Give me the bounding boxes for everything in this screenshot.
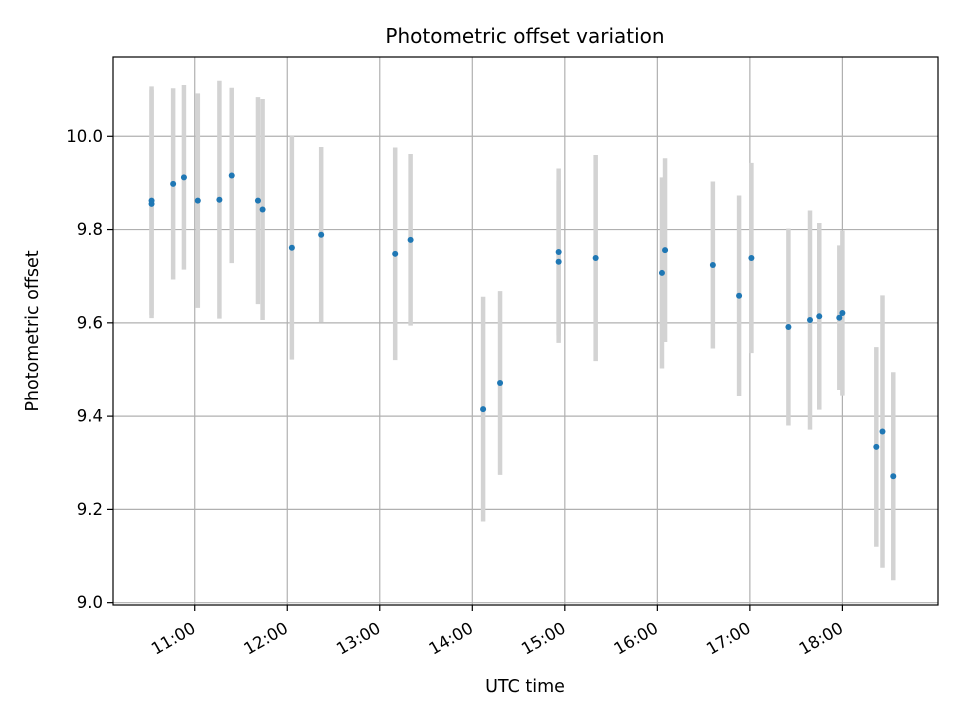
- data-point: [873, 443, 880, 450]
- data-point: [879, 428, 886, 435]
- data-point: [480, 406, 487, 413]
- data-point: [170, 180, 177, 187]
- x-axis-label: UTC time: [485, 677, 565, 697]
- grid-lines: [113, 57, 938, 605]
- y-tick-label: 10.0: [66, 127, 103, 146]
- y-tick-label: 9.8: [77, 220, 103, 239]
- data-point: [148, 200, 155, 207]
- data-point: [194, 197, 201, 204]
- y-tick-label: 9.2: [77, 500, 103, 519]
- data-points: [148, 172, 897, 480]
- y-tick-label: 9.4: [77, 407, 103, 426]
- chart-title: Photometric offset variation: [385, 24, 664, 48]
- data-point: [180, 174, 187, 181]
- data-point: [890, 473, 897, 480]
- data-point: [216, 196, 223, 203]
- y-axis-label: Photometric offset: [23, 250, 43, 411]
- data-point: [592, 255, 599, 262]
- y-axis-ticks: 9.0 9.2 9.4 9.6 9.8 10.0: [66, 127, 113, 612]
- data-point: [709, 262, 716, 269]
- data-point: [228, 172, 235, 179]
- data-point: [816, 313, 823, 320]
- data-point: [254, 197, 261, 204]
- data-point: [555, 258, 562, 265]
- data-point: [839, 310, 846, 317]
- y-tick-label: 9.6: [77, 313, 103, 332]
- data-point: [318, 231, 325, 238]
- data-point: [785, 324, 792, 331]
- data-point: [662, 247, 669, 254]
- plot-area-frame: [112, 56, 939, 606]
- data-point: [497, 380, 504, 387]
- data-point: [736, 292, 743, 299]
- data-point: [658, 269, 665, 276]
- data-point: [807, 317, 814, 324]
- data-point: [836, 314, 843, 321]
- data-point: [407, 236, 414, 243]
- data-point: [288, 244, 295, 251]
- y-tick-label: 9.0: [77, 593, 103, 612]
- data-point: [392, 250, 399, 257]
- data-point: [748, 255, 755, 262]
- data-point: [259, 206, 266, 213]
- data-point: [555, 248, 562, 255]
